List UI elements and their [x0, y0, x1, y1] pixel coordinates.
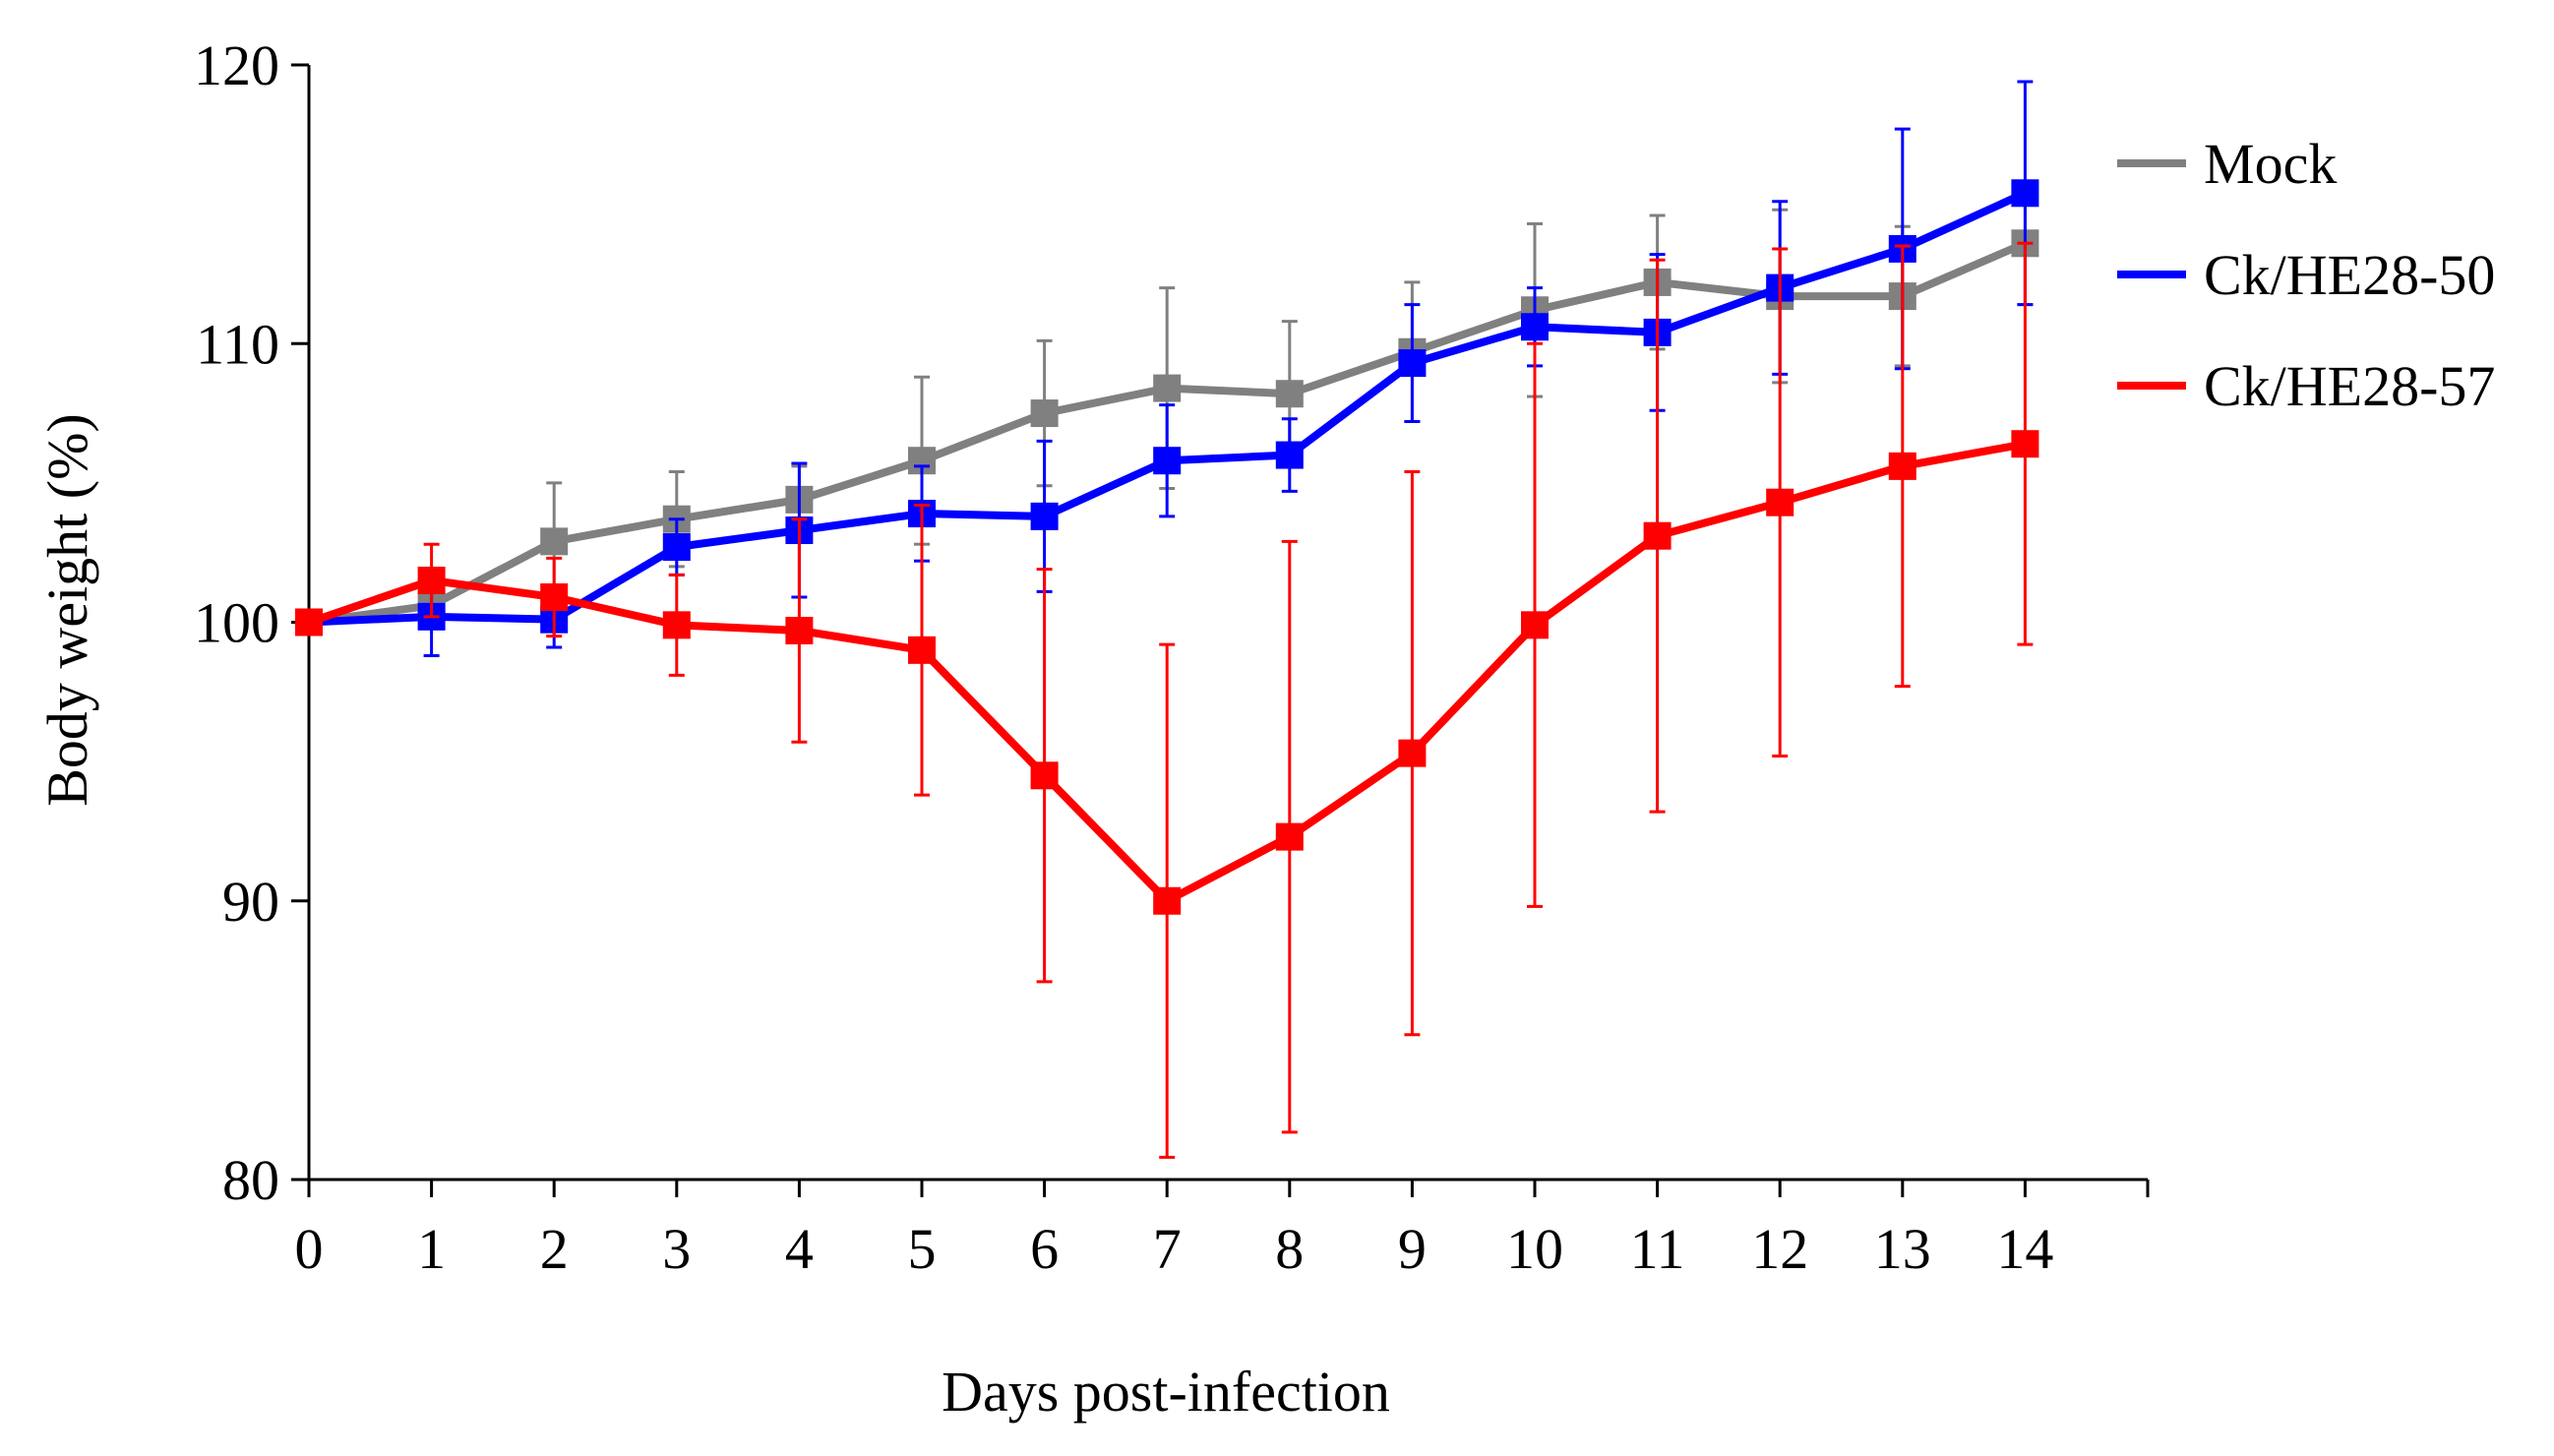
data-point	[417, 567, 446, 595]
data-point	[1030, 399, 1059, 428]
x-tick-label: 9	[1398, 1217, 1427, 1281]
legend-label: Mock	[2204, 132, 2337, 196]
y-axis-title: Body weight (%)	[35, 413, 99, 807]
data-point	[1153, 886, 1182, 915]
y-tick-label: 120	[194, 33, 279, 97]
data-point	[1030, 761, 1059, 790]
x-tick-label: 8	[1275, 1217, 1304, 1281]
x-tick-label: 1	[417, 1217, 446, 1281]
legend-item: Ck/HE28-57	[2117, 354, 2495, 418]
x-tick-label: 6	[1030, 1217, 1059, 1281]
data-point	[295, 608, 323, 637]
legend-label: Ck/HE28-50	[2204, 243, 2495, 307]
x-tick-label: 11	[1630, 1217, 1685, 1281]
data-point	[1275, 380, 1304, 408]
data-point	[662, 533, 691, 562]
x-tick-label: 5	[908, 1217, 937, 1281]
data-point	[2011, 430, 2039, 458]
data-point	[1521, 313, 1549, 341]
data-point	[1275, 822, 1304, 851]
x-tick-label: 4	[785, 1217, 814, 1281]
y-tick-label: 80	[222, 1148, 279, 1212]
data-point	[540, 583, 569, 612]
data-point	[2011, 179, 2039, 208]
x-tick-label: 13	[1874, 1217, 1931, 1281]
data-point	[1521, 611, 1549, 639]
legend-item: Mock	[2117, 132, 2337, 196]
x-axis-title: Days post-infection	[942, 1360, 1390, 1424]
x-tick-label: 2	[540, 1217, 569, 1281]
data-point	[1153, 447, 1182, 475]
data-point	[1030, 502, 1059, 530]
data-point	[1275, 441, 1304, 469]
data-point	[908, 636, 936, 664]
data-point	[662, 611, 691, 639]
data-point	[1643, 521, 1672, 550]
data-point	[1153, 374, 1182, 402]
x-tick-label: 3	[662, 1217, 691, 1281]
legend-label: Ck/HE28-57	[2204, 354, 2495, 418]
x-tick-label: 7	[1153, 1217, 1182, 1281]
x-tick-label: 0	[295, 1217, 324, 1281]
y-tick-label: 110	[196, 312, 279, 376]
data-point	[1888, 452, 1916, 480]
legend-item: Ck/HE28-50	[2117, 243, 2495, 307]
series-ck-he28-57	[295, 241, 2039, 1159]
y-tick-label: 90	[222, 870, 279, 934]
x-tick-label: 12	[1751, 1217, 1808, 1281]
series-layer	[295, 80, 2039, 1159]
x-tick-label: 14	[1996, 1217, 2053, 1281]
data-point	[1398, 349, 1427, 378]
legend: Mock Ck/HE28-50 Ck/HE28-57	[2117, 132, 2495, 418]
data-point	[1398, 739, 1427, 767]
y-tick-label: 100	[194, 591, 279, 655]
data-point	[1766, 488, 1794, 516]
data-point	[785, 616, 814, 644]
x-tick-label: 10	[1506, 1217, 1563, 1281]
data-point	[540, 527, 569, 556]
